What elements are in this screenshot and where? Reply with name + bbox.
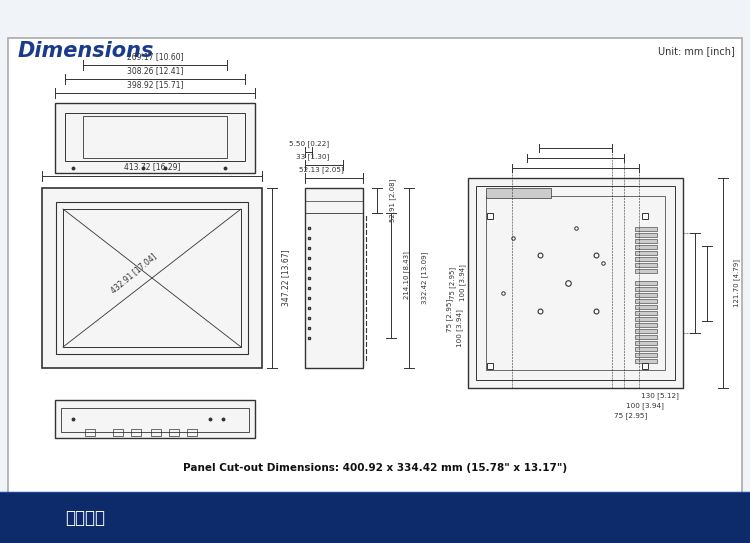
Text: 308.26 [12.41]: 308.26 [12.41]: [127, 66, 183, 75]
Bar: [635, 293, 657, 297]
Bar: [151, 429, 161, 436]
Text: 75 [2.95]: 75 [2.95]: [450, 267, 456, 299]
Text: Panel Cut-out Dimensions: 400.92 x 334.42 mm (15.78" x 13.17"): Panel Cut-out Dimensions: 400.92 x 334.4…: [183, 463, 567, 473]
Bar: [468, 178, 683, 388]
Bar: [42, 188, 262, 368]
Bar: [635, 311, 657, 315]
Bar: [113, 429, 123, 436]
Text: 52.91 [2.08]: 52.91 [2.08]: [390, 178, 396, 222]
Text: 269.17 [10.60]: 269.17 [10.60]: [127, 53, 183, 61]
Text: Dimensions: Dimensions: [18, 41, 154, 61]
Polygon shape: [0, 493, 750, 543]
Text: 398.92 [15.71]: 398.92 [15.71]: [127, 80, 183, 90]
Bar: [635, 299, 657, 303]
Bar: [65, 113, 245, 161]
Bar: [56, 202, 248, 354]
Bar: [305, 188, 363, 213]
Bar: [635, 335, 657, 339]
Text: 432.91 [17.04]: 432.91 [17.04]: [110, 251, 158, 295]
Bar: [635, 341, 657, 345]
Text: 347.22 [13.67]: 347.22 [13.67]: [281, 250, 290, 306]
Bar: [476, 186, 675, 380]
Bar: [635, 287, 657, 291]
Bar: [635, 251, 657, 255]
Text: 214.10 [8.43]: 214.10 [8.43]: [404, 251, 410, 299]
Bar: [486, 188, 551, 198]
Text: 100 [3.94]: 100 [3.94]: [457, 309, 464, 347]
Bar: [55, 400, 255, 438]
Bar: [305, 188, 363, 368]
Text: 52.13 [2.05]: 52.13 [2.05]: [299, 167, 344, 173]
Bar: [635, 233, 657, 237]
Bar: [635, 305, 657, 309]
Bar: [635, 245, 657, 249]
Text: 5.50 [0.22]: 5.50 [0.22]: [289, 141, 329, 147]
Bar: [131, 429, 141, 436]
Bar: [486, 196, 665, 370]
Bar: [85, 429, 95, 436]
Text: 产品配置: 产品配置: [65, 509, 105, 527]
Text: 100 [3.94]: 100 [3.94]: [460, 264, 466, 301]
Bar: [55, 103, 255, 173]
Bar: [635, 353, 657, 357]
Bar: [635, 347, 657, 351]
Bar: [635, 263, 657, 267]
Text: 33 [1.30]: 33 [1.30]: [296, 154, 329, 160]
Bar: [635, 227, 657, 231]
Bar: [169, 429, 179, 436]
Bar: [635, 239, 657, 243]
Bar: [635, 281, 657, 285]
Text: 75 [2.95]: 75 [2.95]: [447, 299, 453, 332]
Text: 75 [2.95]: 75 [2.95]: [614, 413, 647, 419]
Text: 332.42 [13.09]: 332.42 [13.09]: [422, 252, 428, 304]
Bar: [635, 269, 657, 273]
Bar: [63, 209, 241, 347]
Text: 121.70 [4.79]: 121.70 [4.79]: [734, 259, 740, 307]
Bar: [83, 116, 227, 158]
Text: 130 [5.12]: 130 [5.12]: [641, 393, 679, 399]
Text: 413.72 [16.29]: 413.72 [16.29]: [124, 162, 180, 172]
Bar: [635, 323, 657, 327]
Text: Unit: mm [inch]: Unit: mm [inch]: [658, 46, 735, 56]
Bar: [635, 359, 657, 363]
Bar: [8, 38, 742, 493]
Text: 100 [3.94]: 100 [3.94]: [626, 402, 664, 409]
Bar: [635, 329, 657, 333]
Bar: [61, 408, 249, 432]
Bar: [635, 317, 657, 321]
Bar: [635, 257, 657, 261]
Bar: [187, 429, 197, 436]
Polygon shape: [8, 495, 220, 541]
